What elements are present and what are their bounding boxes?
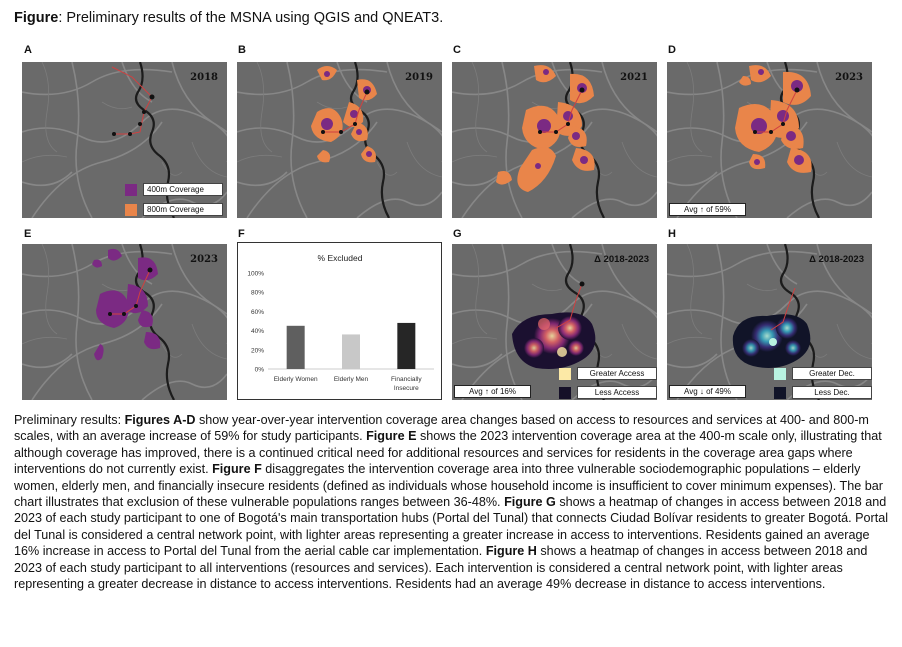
caption-ref-h: Figure H (485, 544, 537, 559)
legend-greater-dec: Greater Dec. (774, 367, 872, 380)
panel-g-avg: Avg ↑ of 16% (454, 385, 531, 398)
caption-ref-g: Figure G (504, 495, 556, 510)
panel-d-year: 2023 (835, 72, 863, 83)
bar-elderly-men (342, 334, 360, 369)
map-panel-d: 2023 Avg ↑ of 59% (667, 62, 872, 218)
legend-400m-label: 400m Coverage (143, 183, 223, 196)
legend-800m-label: 800m Coverage (143, 203, 223, 216)
map-panel-a: 2018 400m Coverage 800m Coverage (22, 62, 227, 218)
legend-800m-swatch (125, 203, 137, 216)
legend-greater-access-swatch (559, 367, 571, 380)
panel-e-year: 2023 (190, 254, 218, 265)
legend-less-dec: Less Dec. (774, 386, 872, 399)
legend-400m-swatch (125, 183, 137, 196)
y-tick-label: 60% (251, 309, 264, 316)
panel-a-year: 2018 (190, 72, 218, 83)
legend-less-access-swatch (559, 386, 571, 399)
figure-title-text: : Preliminary results of the MSNA using … (58, 10, 444, 26)
caption-text: shows a heatmap of changes in access bet… (14, 495, 888, 559)
caption-text: disaggregates the intervention coverage … (14, 462, 883, 510)
panel-h-delta: Δ 2018-2023 (809, 254, 864, 265)
panel-g-letter: G (453, 228, 462, 240)
map-panel-c: 2021 (452, 62, 657, 218)
caption-ref-a-d: Figures A-D (124, 413, 196, 427)
caption-text: Preliminary results: (14, 413, 125, 427)
figure-label: Figure (14, 10, 59, 26)
panel-b-year: 2019 (405, 72, 433, 83)
x-tick-label: Insecure (394, 385, 419, 392)
map-panel-e: 2023 (22, 244, 227, 400)
legend-greater-access-label: Greater Access (577, 367, 657, 380)
figure-caption: Preliminary results: Figures A-D show ye… (14, 412, 890, 592)
y-tick-label: 40% (251, 328, 264, 335)
panel-h-letter: H (668, 228, 676, 240)
caption-ref-e: Figure E (366, 429, 417, 444)
legend-greater-access: Greater Access (559, 367, 657, 380)
caption-text: shows a heatmap of changes in access bet… (14, 544, 868, 592)
panel-d-letter: D (668, 44, 676, 56)
caption-text: shows the 2023 intervention coverage are… (14, 429, 882, 477)
panel-c-year: 2021 (620, 72, 648, 83)
panel-e-letter: E (24, 228, 32, 240)
legend-greater-dec-label: Greater Dec. (792, 367, 872, 380)
panel-g-delta: Δ 2018-2023 (594, 254, 649, 265)
map-panel-g: Δ 2018-2023 Greater Access Less Access A… (452, 244, 657, 400)
x-tick-label: Elderly Men (334, 376, 369, 383)
panel-h-avg: Avg ↓ of 49% (669, 385, 746, 398)
x-tick-label: Elderly Women (274, 376, 318, 383)
panel-a-letter: A (24, 44, 32, 56)
figure-title: Figure: Preliminary results of the MSNA … (14, 10, 443, 26)
legend-800m: 800m Coverage (125, 203, 223, 216)
panel-c-letter: C (453, 44, 461, 56)
bar-chart: % Excluded 0% 20% 40% 60% 80% 100% Elderly Wom… (247, 253, 434, 392)
legend-less-access: Less Access (559, 386, 657, 399)
panel-f-letter: F (238, 228, 245, 240)
map-panel-h: Δ 2018-2023 Greater Dec. Less Dec. Avg ↓… (667, 244, 872, 400)
panel-b-letter: B (238, 44, 246, 56)
y-tick-label: 80% (251, 290, 264, 297)
chart-title: % Excluded (318, 253, 363, 263)
legend-400m: 400m Coverage (125, 183, 223, 196)
caption-text: show year-over-year intervention coverag… (14, 413, 869, 444)
bar-chart-panel: % Excluded 0% 20% 40% 60% 80% 100% Elderly Wom… (237, 242, 442, 400)
legend-less-dec-label: Less Dec. (792, 386, 872, 399)
x-tick-label: Financially (391, 376, 422, 383)
legend-less-dec-swatch (774, 386, 786, 399)
y-tick-label: 100% (247, 271, 264, 278)
y-tick-label: 0% (255, 367, 265, 374)
bar-elderly-women (286, 325, 305, 369)
panel-d-avg: Avg ↑ of 59% (669, 203, 746, 216)
y-tick-label: 20% (251, 347, 264, 354)
bar-financially-insecure (397, 322, 416, 369)
caption-ref-f: Figure F (212, 462, 262, 477)
map-panel-b: 2019 (237, 62, 442, 218)
legend-less-access-label: Less Access (577, 386, 657, 399)
legend-greater-dec-swatch (774, 367, 786, 380)
